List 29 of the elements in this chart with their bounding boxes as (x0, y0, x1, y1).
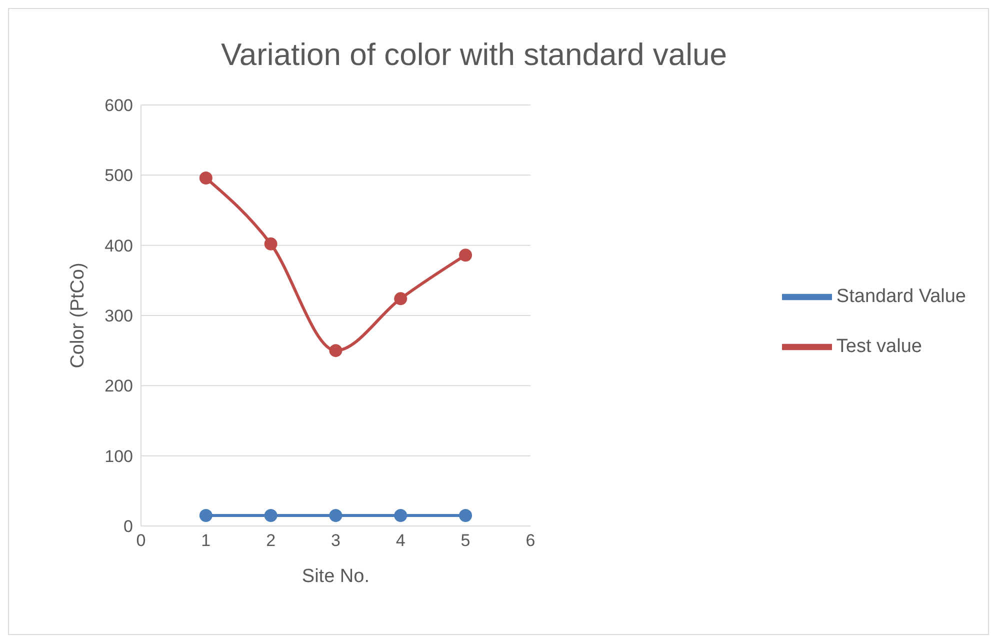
point (329, 508, 342, 522)
x-tick-label: 4 (396, 531, 406, 550)
legend-label: Standard Value (836, 286, 966, 307)
point (394, 292, 408, 306)
point (329, 344, 342, 358)
point (199, 171, 212, 184)
point (264, 508, 278, 522)
x-tick-label: 1 (201, 531, 211, 550)
y-tick-label: 300 (104, 306, 133, 326)
point (394, 508, 408, 522)
point (199, 508, 212, 522)
y-tick-label: 400 (104, 236, 133, 256)
y-tick-label: 100 (104, 446, 133, 466)
y-tick-label: 600 (104, 96, 133, 116)
y-tick-label: 0 (124, 517, 133, 536)
x-tick-label: 0 (136, 531, 146, 550)
y-axis-title: Color (PtCo) (68, 262, 89, 368)
y-tick-label: 200 (104, 376, 133, 396)
point (264, 237, 278, 250)
legend-label: Test value (836, 336, 922, 357)
point (459, 508, 472, 522)
x-tick-label: 6 (526, 531, 536, 550)
x-tick-label: 3 (330, 531, 340, 550)
point (459, 248, 472, 262)
chart-title: Variation of color with standard value (220, 37, 728, 73)
x-tick-label: 5 (460, 531, 470, 550)
x-tick-label: 2 (266, 531, 276, 550)
y-tick-label: 500 (104, 166, 133, 186)
x-axis-title: Site No. (302, 566, 370, 587)
